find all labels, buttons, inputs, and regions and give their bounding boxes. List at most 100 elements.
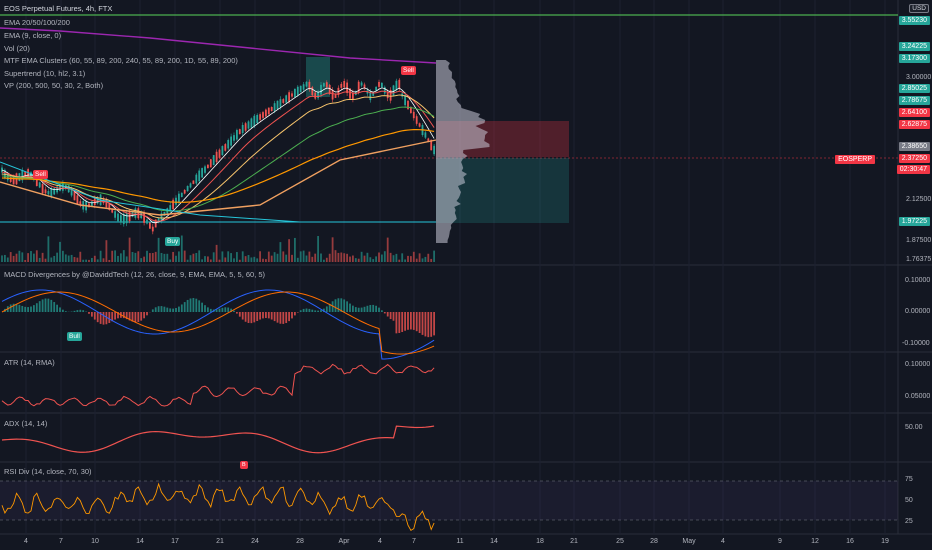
macd-histogram-bar	[346, 301, 348, 312]
candle-body	[262, 112, 264, 118]
time-tick: 7	[412, 538, 416, 545]
legend-ema-20-50-100-200[interactable]: EMA 20/50/100/200	[4, 18, 70, 27]
volume-bar	[9, 252, 12, 262]
volume-bar	[299, 251, 302, 262]
macd-histogram-bar	[357, 307, 360, 312]
macd-histogram-bar	[241, 312, 244, 320]
volume-bar	[4, 254, 6, 262]
volume-bar	[401, 253, 404, 262]
rsi-pane-title[interactable]: RSI Div (14, close, 70, 30)	[4, 467, 92, 476]
price-tick: 3.00000	[906, 74, 932, 81]
atr-line	[1, 363, 435, 407]
legend-mtf-ema-clusters[interactable]: MTF EMA Clusters (60, 55, 89, 200, 240, …	[4, 56, 238, 65]
candle-body	[175, 197, 177, 205]
macd-histogram-bar	[265, 312, 267, 318]
macd-histogram-bar	[64, 311, 67, 312]
candle-body	[151, 226, 154, 232]
volume-bar	[166, 253, 169, 262]
candle-body	[207, 164, 209, 169]
candle-body	[35, 175, 38, 186]
currency-label[interactable]: USD	[909, 4, 929, 13]
symbol-title[interactable]: EOS Perpetual Futures, 4h, FTX	[4, 4, 113, 13]
macd-histogram-bar	[82, 310, 85, 312]
macd-histogram-bar	[418, 312, 421, 333]
adx-pane-title[interactable]: ADX (14, 14)	[4, 419, 48, 428]
time-tick: 14	[136, 538, 144, 545]
volume-bar	[221, 251, 224, 262]
candle-body	[244, 123, 247, 131]
buy-signal-marker[interactable]: Buy	[165, 237, 181, 246]
legend-volume-profile[interactable]: VP (200, 500, 50, 30, 2, Both)	[4, 81, 104, 90]
volume-bar	[381, 254, 383, 262]
candle-body	[389, 89, 392, 101]
volume-bar	[238, 259, 241, 262]
candle-body	[352, 92, 354, 100]
supertrend-line	[0, 161, 436, 223]
legend-supertrend[interactable]: Supertrend (10, hl2, 3.1)	[4, 69, 86, 78]
volume-bar	[6, 257, 9, 262]
macd-histogram-bar	[415, 312, 418, 332]
sell-signal-marker[interactable]: Sell	[33, 170, 48, 179]
volume-bar	[259, 251, 261, 262]
atr-pane-title[interactable]: ATR (14, RMA)	[4, 358, 55, 367]
volume-bar	[151, 253, 154, 262]
candle-body	[91, 201, 93, 206]
macd-histogram-bar	[424, 312, 427, 337]
candle-body	[386, 92, 389, 99]
candle-body	[305, 81, 308, 87]
legend-ema-9[interactable]: EMA (9, close, 0)	[4, 31, 62, 40]
volume-bar	[134, 252, 137, 262]
candle-body	[282, 99, 285, 103]
volume-bar	[192, 253, 195, 262]
candle-body	[238, 129, 241, 135]
macd-histogram-bar	[325, 306, 328, 312]
legend-volume[interactable]: Vol (20)	[4, 44, 30, 53]
bear-divergence-marker[interactable]: B	[240, 461, 248, 469]
volume-bar	[375, 256, 377, 262]
candle-body	[323, 83, 325, 87]
volume-bar	[108, 259, 111, 262]
volume-bar	[337, 252, 340, 262]
candle-body	[227, 140, 230, 149]
volume-bar	[389, 252, 392, 262]
volume-bar	[131, 252, 134, 262]
macd-tick: 0.10000	[905, 277, 931, 284]
volume-bar	[302, 250, 305, 262]
candle-body	[349, 88, 351, 99]
candle-body	[427, 138, 430, 142]
bull-divergence-marker[interactable]: Bull	[67, 332, 82, 341]
candle-body	[21, 170, 24, 181]
macd-signal-line	[1, 291, 435, 355]
volume-bar	[70, 254, 73, 262]
macd-histogram-bar	[320, 310, 322, 312]
macd-histogram-bar	[372, 304, 375, 312]
sell-signal-marker[interactable]: Sell	[401, 66, 416, 75]
volume-bar	[262, 258, 264, 262]
rsi-line	[1, 482, 435, 531]
macd-histogram-bar	[401, 312, 404, 332]
volume-bar	[256, 258, 259, 262]
candle-body	[383, 87, 386, 94]
candle-body	[430, 139, 433, 151]
candle-body	[192, 180, 195, 184]
candle-body	[273, 103, 276, 111]
macd-histogram-bar	[381, 310, 383, 312]
macd-histogram-bar	[160, 306, 163, 312]
macd-histogram-bar	[383, 312, 386, 314]
candle-body	[6, 174, 9, 181]
macd-histogram-bar	[38, 301, 41, 312]
time-tick: 16	[846, 538, 854, 545]
candle-body	[412, 111, 415, 119]
macd-histogram-bar	[117, 312, 119, 319]
time-tick: 24	[251, 538, 259, 545]
volume-bar	[421, 258, 424, 262]
volume-bar	[15, 253, 18, 262]
macd-histogram-bar	[331, 301, 334, 312]
macd-pane-title[interactable]: MACD Divergences by @DaviddTech (12, 26,…	[4, 270, 266, 279]
macd-histogram-bar	[157, 306, 160, 312]
candle-body	[250, 118, 253, 128]
time-tick: 25	[616, 538, 624, 545]
volume-bar	[59, 241, 61, 262]
